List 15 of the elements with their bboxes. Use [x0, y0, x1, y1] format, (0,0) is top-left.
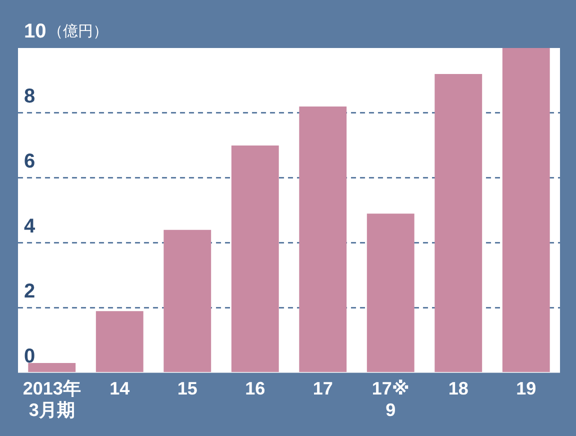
x-tick-label: 2013年 3月期	[22, 378, 81, 420]
y-tick-label: 6	[24, 150, 36, 172]
y-tick-label: 8	[24, 85, 36, 108]
x-tick-label: 18	[448, 378, 468, 399]
x-tick-label: 14	[110, 378, 130, 399]
x-tick-label: 19	[516, 378, 536, 399]
x-tick-label: 16	[245, 378, 266, 399]
y-tick-label: 0	[24, 345, 36, 368]
x-tick-label: 17※ 9	[372, 378, 410, 420]
y-tick-label: 2	[24, 280, 36, 302]
y-axis-title: （億円）	[48, 23, 108, 40]
y-tick-label: 4	[24, 215, 36, 238]
x-tick-label: 15	[177, 378, 198, 399]
y-tick-label: 10	[24, 20, 46, 43]
x-tick-label: 17	[312, 378, 333, 399]
